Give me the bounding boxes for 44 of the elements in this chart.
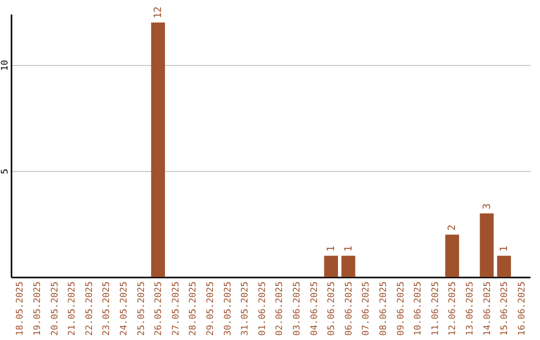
data-label: 1 — [326, 246, 338, 252]
x-tick-label: 12.06.2025 — [448, 282, 458, 336]
data-label: 12 — [153, 6, 164, 18]
x-tick-label: 04.06.2025 — [310, 282, 320, 336]
x-tick-label: 18.05.2025 — [16, 282, 26, 336]
bar — [324, 256, 338, 277]
x-tick-label: 19.05.2025 — [32, 282, 43, 336]
x-tick-label: 27.05.2025 — [171, 282, 182, 336]
x-tick-label: 01.06.2025 — [258, 282, 268, 336]
y-tick-label: 5 — [0, 168, 10, 174]
x-tick-label: 10.06.2025 — [414, 282, 424, 336]
x-tick-label: 14.06.2025 — [482, 282, 493, 336]
x-tick-label: 30.05.2025 — [223, 282, 234, 336]
x-tick-label: 28.05.2025 — [188, 282, 199, 336]
x-tick-label: 13.06.2025 — [465, 282, 476, 336]
x-tick-label: 26.05.2025 — [154, 282, 164, 336]
x-tick-label: 29.05.2025 — [206, 282, 216, 336]
x-tick-label: 05.06.2025 — [327, 282, 338, 336]
data-label: 3 — [482, 203, 493, 210]
x-tick-label: 08.06.2025 — [378, 282, 389, 336]
x-tick-label: 02.06.2025 — [275, 282, 286, 336]
x-tick-label: 03.06.2025 — [292, 282, 302, 336]
bar — [445, 234, 460, 277]
x-tick-label: 24.05.2025 — [119, 282, 130, 336]
data-label: 2 — [447, 224, 458, 231]
x-tick-label: 31.05.2025 — [240, 282, 251, 336]
bar — [497, 256, 511, 277]
x-tick-label: 23.05.2025 — [102, 282, 112, 336]
x-tick-label: 11.06.2025 — [430, 282, 441, 336]
bar — [151, 22, 165, 277]
y-tick-label: 10 — [0, 60, 10, 71]
x-tick-label: 15.06.2025 — [500, 282, 510, 336]
data-label: 1 — [343, 246, 354, 252]
bar — [480, 213, 494, 277]
x-tick-label: 22.05.2025 — [84, 282, 95, 336]
bar — [341, 256, 356, 277]
x-tick-label: 21.05.2025 — [68, 282, 78, 336]
x-tick-label: 25.05.2025 — [136, 282, 147, 336]
x-tick-label: 07.06.2025 — [362, 282, 372, 336]
x-tick-label: 16.06.2025 — [517, 282, 528, 336]
x-tick-label: 09.06.2025 — [396, 282, 406, 336]
x-tick-label: 20.05.2025 — [50, 282, 60, 336]
x-tick-label: 06.06.2025 — [344, 282, 354, 336]
data-label: 1 — [499, 246, 510, 252]
